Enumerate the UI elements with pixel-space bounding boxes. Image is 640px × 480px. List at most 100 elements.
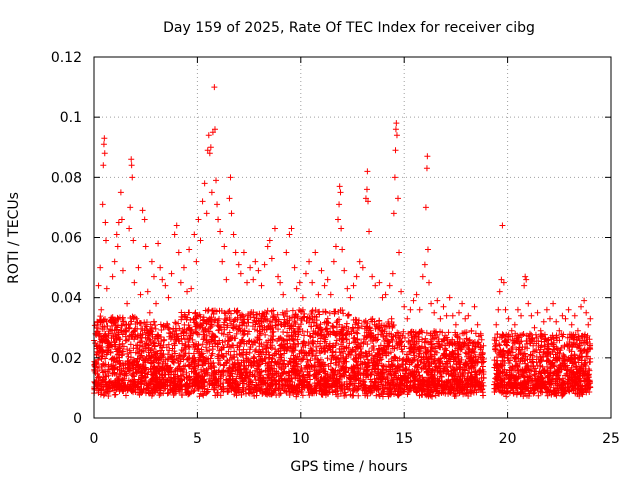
data-point — [431, 335, 438, 342]
data-point — [387, 382, 394, 389]
data-point — [577, 348, 584, 355]
data-point — [339, 363, 346, 370]
data-point — [423, 329, 430, 336]
data-point — [257, 385, 264, 392]
data-point — [127, 341, 134, 348]
data-point — [216, 315, 223, 322]
data-point — [461, 390, 468, 397]
data-point — [586, 359, 593, 366]
data-point — [400, 328, 407, 335]
data-point — [526, 330, 533, 337]
data-point — [301, 332, 308, 339]
data-point — [203, 337, 210, 344]
data-point — [275, 385, 282, 392]
data-point — [463, 329, 470, 336]
data-point — [268, 332, 275, 339]
data-point — [107, 317, 114, 324]
data-point — [245, 357, 252, 364]
data-point — [522, 353, 529, 360]
data-point — [556, 350, 563, 357]
data-point — [227, 335, 234, 342]
data-point — [536, 349, 543, 356]
data-point — [130, 328, 137, 335]
data-point — [190, 388, 197, 395]
data-point — [343, 320, 350, 327]
data-point — [101, 326, 108, 333]
data-point — [118, 367, 125, 374]
data-point — [496, 342, 503, 349]
data-point — [126, 324, 133, 331]
data-point — [214, 319, 221, 326]
data-point — [359, 361, 366, 368]
data-point — [142, 334, 149, 341]
data-point — [175, 360, 182, 367]
data-point — [493, 337, 500, 344]
data-point — [291, 318, 298, 325]
data-point — [395, 330, 402, 337]
data-point — [233, 308, 240, 315]
data-point — [540, 354, 547, 361]
data-point — [350, 335, 357, 342]
data-point — [471, 368, 478, 375]
data-point — [280, 311, 287, 318]
data-point — [125, 353, 132, 360]
data-point — [389, 324, 396, 331]
data-point — [223, 376, 230, 383]
data-point — [150, 358, 157, 365]
data-point — [191, 387, 198, 394]
data-point — [472, 342, 479, 349]
data-point — [492, 346, 499, 353]
data-point — [268, 308, 275, 315]
data-point — [226, 316, 233, 323]
data-point — [587, 355, 594, 362]
data-point — [443, 347, 450, 354]
data-point — [413, 364, 420, 371]
data-point — [360, 336, 367, 343]
data-point — [150, 318, 157, 325]
data-point — [442, 361, 449, 368]
data-point — [264, 368, 271, 375]
data-point — [148, 345, 155, 352]
data-point — [160, 351, 167, 358]
data-point — [241, 340, 248, 347]
data-point — [218, 347, 225, 354]
data-point — [160, 341, 167, 348]
data-point — [537, 346, 544, 353]
data-point — [244, 331, 251, 338]
data-point — [356, 342, 363, 349]
data-point — [269, 336, 276, 343]
data-point — [307, 333, 314, 340]
data-point — [524, 356, 531, 363]
data-point — [388, 315, 395, 322]
data-point — [279, 383, 286, 390]
data-point — [195, 361, 202, 368]
data-point — [238, 336, 245, 343]
data-point — [347, 391, 354, 398]
data-point — [313, 352, 320, 359]
data-point — [332, 349, 339, 356]
data-point — [246, 349, 253, 356]
data-point — [104, 388, 111, 395]
data-point — [442, 342, 449, 349]
data-point — [333, 319, 340, 326]
data-point — [181, 336, 188, 343]
data-point — [270, 390, 277, 397]
data-point — [221, 315, 228, 322]
data-point — [109, 322, 116, 329]
data-point — [525, 333, 532, 340]
data-point — [120, 343, 127, 350]
data-point — [366, 360, 373, 367]
data-point — [432, 328, 439, 335]
data-point — [333, 337, 340, 344]
data-point — [309, 340, 316, 347]
data-point — [394, 357, 401, 364]
data-point — [223, 317, 230, 324]
data-point — [444, 367, 451, 374]
data-point — [425, 378, 432, 385]
data-point — [558, 392, 565, 399]
data-point — [215, 327, 222, 334]
data-point — [340, 310, 347, 317]
data-point — [309, 307, 316, 314]
data-point — [255, 335, 262, 342]
